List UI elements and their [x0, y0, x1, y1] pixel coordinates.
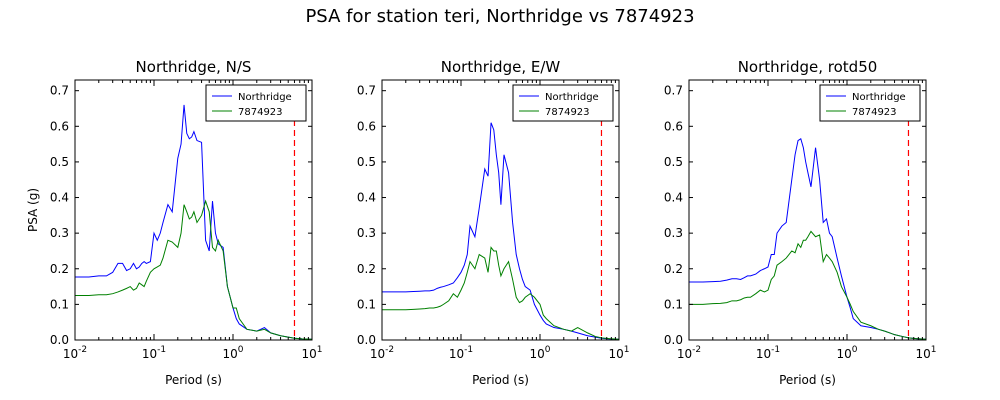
y-tick-label: 0.3 [357, 226, 376, 240]
figure-title: PSA for station teri, Northridge vs 7874… [305, 6, 694, 27]
series-line-simulated [75, 199, 312, 340]
legend: Northridge 7874923 [205, 84, 307, 122]
series-line-simulated [382, 246, 619, 340]
legend-label: Northridge [545, 92, 599, 103]
y-tick-label: 0.0 [357, 333, 376, 347]
x-axis-label: Period (s) [472, 373, 529, 387]
y-tick-label: 0.7 [664, 84, 683, 98]
y-tick-label: 0.2 [664, 262, 683, 276]
panel-3: 0.0 0.1 0.2 0.3 0.4 0.5 0.6 0.7 10-2 10-1 100 101 No… [664, 58, 937, 387]
legend-box [819, 84, 921, 122]
y-tick-label: 0.3 [50, 226, 69, 240]
y-tick-label: 0.0 [664, 333, 683, 347]
y-axis-label: PSA (g) [26, 188, 40, 232]
y-tick-label: 0.1 [664, 297, 683, 311]
y-tick-label: 0.4 [357, 191, 376, 205]
legend-label: 7874923 [852, 107, 897, 118]
y-tick-label: 0.7 [50, 84, 69, 98]
x-tick-label: 100 [836, 345, 857, 361]
plot-area [382, 80, 619, 340]
y-tick-label: 0.1 [50, 297, 69, 311]
panels: 0.0 0.1 0.2 0.3 0.4 0.5 0.6 0.7 10-2 10-1 100 101 No… [26, 58, 937, 387]
x-tick-label: 100 [529, 345, 550, 361]
panel-title: Northridge, rotd50 [738, 58, 878, 76]
x-axis-label: Period (s) [165, 373, 222, 387]
y-tick-label: 0.0 [50, 333, 69, 347]
y-tick-label: 0.6 [357, 119, 376, 133]
y-tick-label: 0.1 [357, 297, 376, 311]
plot-area [689, 80, 926, 340]
y-tick-label: 0.6 [50, 119, 69, 133]
y-tick-label: 0.5 [50, 155, 69, 169]
x-tick-label: 100 [222, 345, 243, 361]
x-tick-label: 10-2 [370, 345, 394, 361]
x-tick-label: 10-1 [449, 345, 473, 361]
legend-label: 7874923 [545, 107, 590, 118]
legend-label: Northridge [852, 92, 906, 103]
x-tick-label: 10-1 [142, 345, 166, 361]
legend-label: 7874923 [238, 107, 283, 118]
legend-box [512, 84, 614, 122]
y-tick-label: 0.3 [664, 226, 683, 240]
plot-frame [688, 79, 927, 341]
legend: Northridge 7874923 [819, 84, 921, 122]
y-tick-label: 0.4 [50, 191, 69, 205]
panel-title: Northridge, N/S [136, 58, 252, 76]
series-line-simulated [689, 230, 926, 340]
plot-frame [74, 79, 313, 341]
series-line-northridge [382, 122, 619, 340]
y-tick-label: 0.2 [357, 262, 376, 276]
x-tick-label: 101 [915, 345, 936, 361]
y-tick-label: 0.6 [664, 119, 683, 133]
y-tick-label: 0.5 [357, 155, 376, 169]
panel-title: Northridge, E/W [441, 58, 561, 76]
x-tick-label: 10-2 [63, 345, 87, 361]
legend-box [205, 84, 307, 122]
panel-1: 0.0 0.1 0.2 0.3 0.4 0.5 0.6 0.7 10-2 10-1 100 101 No… [26, 58, 323, 387]
y-tick-label: 0.4 [664, 191, 683, 205]
plot-frame [381, 79, 620, 341]
x-tick-label: 101 [608, 345, 629, 361]
x-tick-label: 10-2 [677, 345, 701, 361]
y-tick-label: 0.5 [664, 155, 683, 169]
series-line-northridge [75, 104, 312, 340]
x-tick-label: 10-1 [756, 345, 780, 361]
panel-2: 0.0 0.1 0.2 0.3 0.4 0.5 0.6 0.7 10-2 10-1 100 101 No… [357, 58, 630, 387]
x-tick-label: 101 [301, 345, 322, 361]
y-tick-label: 0.2 [50, 262, 69, 276]
series-line-northridge [689, 137, 926, 340]
x-axis-label: Period (s) [779, 373, 836, 387]
plot-area [75, 80, 312, 340]
legend: Northridge 7874923 [512, 84, 614, 122]
y-tick-label: 0.7 [357, 84, 376, 98]
legend-label: Northridge [238, 92, 292, 103]
